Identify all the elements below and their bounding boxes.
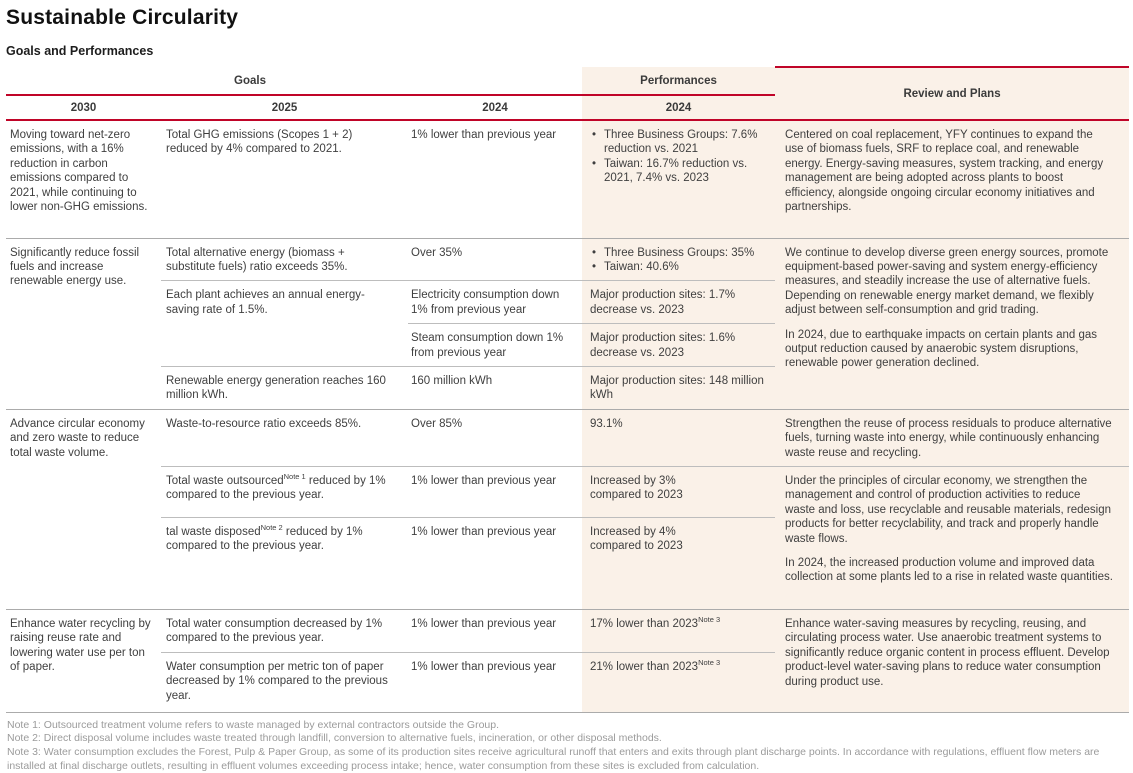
goal-2025-cell: Waste-to-resource ratio exceeds 85%. [161, 408, 408, 467]
performance-bullet: Three Business Groups: 7.6% reduction vs… [590, 128, 769, 157]
table-row: Renewable energy generation reaches 160 … [6, 365, 1129, 410]
review-paragraph: In 2024, due to earthquake impacts on ce… [785, 328, 1098, 370]
goal-2024-cell: 1% lower than previous year [408, 608, 583, 653]
page-subtitle: Goals and Performances [6, 44, 154, 58]
table-row: Moving toward net-zero emissions, with a… [6, 119, 1130, 238]
review-cell: Enhance water-saving measures by recycli… [775, 608, 1130, 713]
goal-2030-cell: Significantly reduce fossil fuels and in… [6, 237, 161, 410]
table-row: Total waste outsourcedNote 1 reduced by … [6, 465, 1130, 610]
performance-cell: Major production sites: 148 million kWh [582, 365, 776, 410]
footnote-2: Note 2: Direct disposal volume includes … [7, 732, 662, 745]
goal-2024-cell: 1% lower than previous year [408, 651, 583, 713]
footnote-3: Note 3: Water consumption excludes the F… [7, 745, 1100, 772]
goal-2025-cell: Total water consumption decreased by 1% … [161, 608, 408, 653]
goal-2024-cell: 160 million kWh [408, 365, 583, 410]
table-header-group-row: Goals Performances Review and Plans [6, 66, 1130, 121]
review-paragraph: We continue to develop diverse green ene… [785, 246, 1109, 317]
table-header-year-row: 2030 2025 2024 2024 [6, 95, 1129, 121]
performance-cell: Increased by 4% compared to 2023 [582, 516, 776, 610]
review-cell: Strengthen the reuse of process residual… [775, 408, 1130, 467]
goal-2030-cell: Enhance water recycling by raising reuse… [6, 608, 161, 713]
review-paragraph: Strengthen the reuse of process residual… [785, 417, 1112, 459]
goal-2025-cell: tal waste disposedNote 2 reduced by 1% c… [161, 516, 408, 610]
table-row: Enhance water recycling by raising reuse… [6, 608, 1130, 713]
goal-2025-text: Total waste outsourcedNote 1 reduced by … [166, 472, 386, 502]
goal-2024-cell: 1% lower than previous year [408, 465, 583, 518]
performance-text: 17% lower than 2023Note 3 [590, 615, 721, 630]
goal-2025-cell: Renewable energy generation reaches 160 … [161, 365, 408, 410]
footnote-1: Note 1: Outsourced treatment volume refe… [7, 718, 500, 731]
performance-cell: 93.1% [582, 408, 776, 467]
goal-2025-text: tal waste disposedNote 2 reduced by 1% c… [166, 523, 363, 553]
performance-cell: Three Business Groups: 35% Taiwan: 40.6% [582, 237, 776, 281]
goal-2025-cell: Total alternative energy (biomass + subs… [161, 237, 408, 281]
header-performances: Performances [582, 67, 776, 96]
header-goals: Goals [6, 67, 583, 96]
performance-text: Increased by 4% compared to 2023 [590, 525, 683, 553]
goal-2030-cell: Moving toward net-zero emissions, with a… [6, 119, 161, 238]
performance-cell: 17% lower than 2023Note 3 [582, 608, 776, 653]
goal-2024-cell: 1% lower than previous year [408, 119, 583, 238]
header-year-2030: 2030 [6, 95, 161, 121]
header-year-2024-goal: 2024 [408, 95, 583, 121]
review-cell: We continue to develop diverse green ene… [775, 237, 1130, 410]
review-cell: Centered on coal replacement, YFY contin… [775, 119, 1130, 238]
goal-2025-cell: Total waste outsourcedNote 1 reduced by … [161, 465, 408, 518]
performance-text: 21% lower than 2023Note 3 [590, 657, 721, 673]
performance-text: Increased by 3% compared to 2023 [590, 474, 683, 502]
goal-2024-cell: Over 85% [408, 408, 583, 467]
page-title: Sustainable Circularity [6, 6, 239, 29]
goal-2025-cell: Each plant achieves an annual energy-sav… [161, 280, 408, 367]
review-paragraph: Centered on coal replacement, YFY contin… [785, 129, 1104, 214]
performance-bullet: Three Business Groups: 35% [590, 246, 769, 261]
review-paragraph: In 2024, the increased production volume… [785, 557, 1113, 584]
table-row: Advance circular economy and zero waste … [6, 408, 1130, 610]
performance-cell: Major production sites: 1.7% decrease vs… [582, 280, 776, 324]
goal-2024-cell: Steam consumption down 1% from previous … [408, 323, 583, 367]
performance-bullet: Taiwan: 16.7% reduction vs. 2021, 7.4% v… [590, 157, 769, 186]
goal-2025-cell: Water consumption per metric ton of pape… [161, 651, 408, 713]
table-row: Steam consumption down 1% from previous … [6, 323, 1129, 367]
performance-cell: Increased by 3% compared to 2023 [582, 465, 776, 518]
performance-cell: Major production sites: 1.6% decrease vs… [582, 323, 776, 367]
performance-cell: 21% lower than 2023Note 3 [582, 651, 776, 713]
goal-2030-cell: Advance circular economy and zero waste … [6, 408, 161, 610]
performance-bullet: Taiwan: 40.6% [590, 260, 769, 275]
header-year-2025: 2025 [161, 95, 408, 121]
review-paragraph: Under the principles of circular economy… [785, 474, 1112, 545]
performance-cell: Three Business Groups: 7.6% reduction vs… [582, 119, 776, 238]
footnotes: Note 1: Outsourced treatment volume refe… [7, 719, 1129, 773]
table-row: Each plant achieves an annual energy-sav… [6, 280, 1129, 367]
header-review-and-plans: Review and Plans [775, 66, 1130, 121]
goal-2024-cell: 1% lower than previous year [408, 516, 583, 610]
table-row: Significantly reduce fossil fuels and in… [6, 237, 1130, 410]
header-year-2024-perf: 2024 [582, 95, 776, 121]
goal-2025-cell: Total GHG emissions (Scopes 1 + 2) reduc… [161, 119, 408, 238]
goal-2024-cell: Over 35% [408, 237, 583, 281]
goal-2024-cell: Electricity consumption down 1% from pre… [408, 280, 583, 324]
review-cell: Under the principles of circular economy… [775, 465, 1130, 610]
table-row: tal waste disposedNote 2 reduced by 1% c… [6, 516, 1129, 610]
table-row: Water consumption per metric ton of pape… [6, 651, 1129, 713]
goals-performances-table: Goals Performances Review and Plans 2030… [6, 66, 1130, 713]
review-paragraph: Enhance water-saving measures by recycli… [785, 617, 1110, 688]
